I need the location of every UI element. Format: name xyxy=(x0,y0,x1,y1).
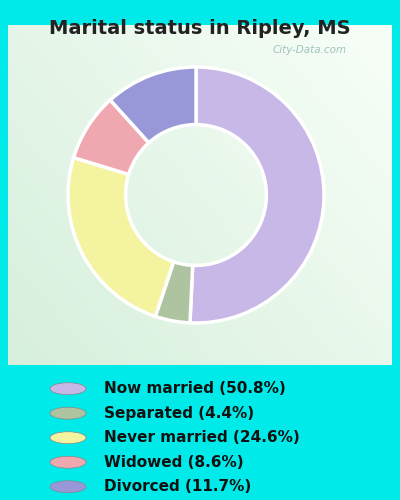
Circle shape xyxy=(50,456,86,468)
Circle shape xyxy=(50,432,86,444)
Wedge shape xyxy=(74,100,149,174)
Text: Widowed (8.6%): Widowed (8.6%) xyxy=(104,454,244,469)
Text: City-Data.com: City-Data.com xyxy=(272,44,346,54)
Wedge shape xyxy=(155,262,193,323)
Text: Never married (24.6%): Never married (24.6%) xyxy=(104,430,300,445)
Wedge shape xyxy=(68,158,174,316)
Circle shape xyxy=(50,382,86,394)
Wedge shape xyxy=(110,67,196,142)
Text: Separated (4.4%): Separated (4.4%) xyxy=(104,406,254,420)
Wedge shape xyxy=(190,67,324,323)
Text: Marital status in Ripley, MS: Marital status in Ripley, MS xyxy=(49,19,351,38)
Circle shape xyxy=(50,481,86,492)
Text: Divorced (11.7%): Divorced (11.7%) xyxy=(104,479,251,494)
Text: Now married (50.8%): Now married (50.8%) xyxy=(104,381,286,396)
Circle shape xyxy=(50,407,86,419)
